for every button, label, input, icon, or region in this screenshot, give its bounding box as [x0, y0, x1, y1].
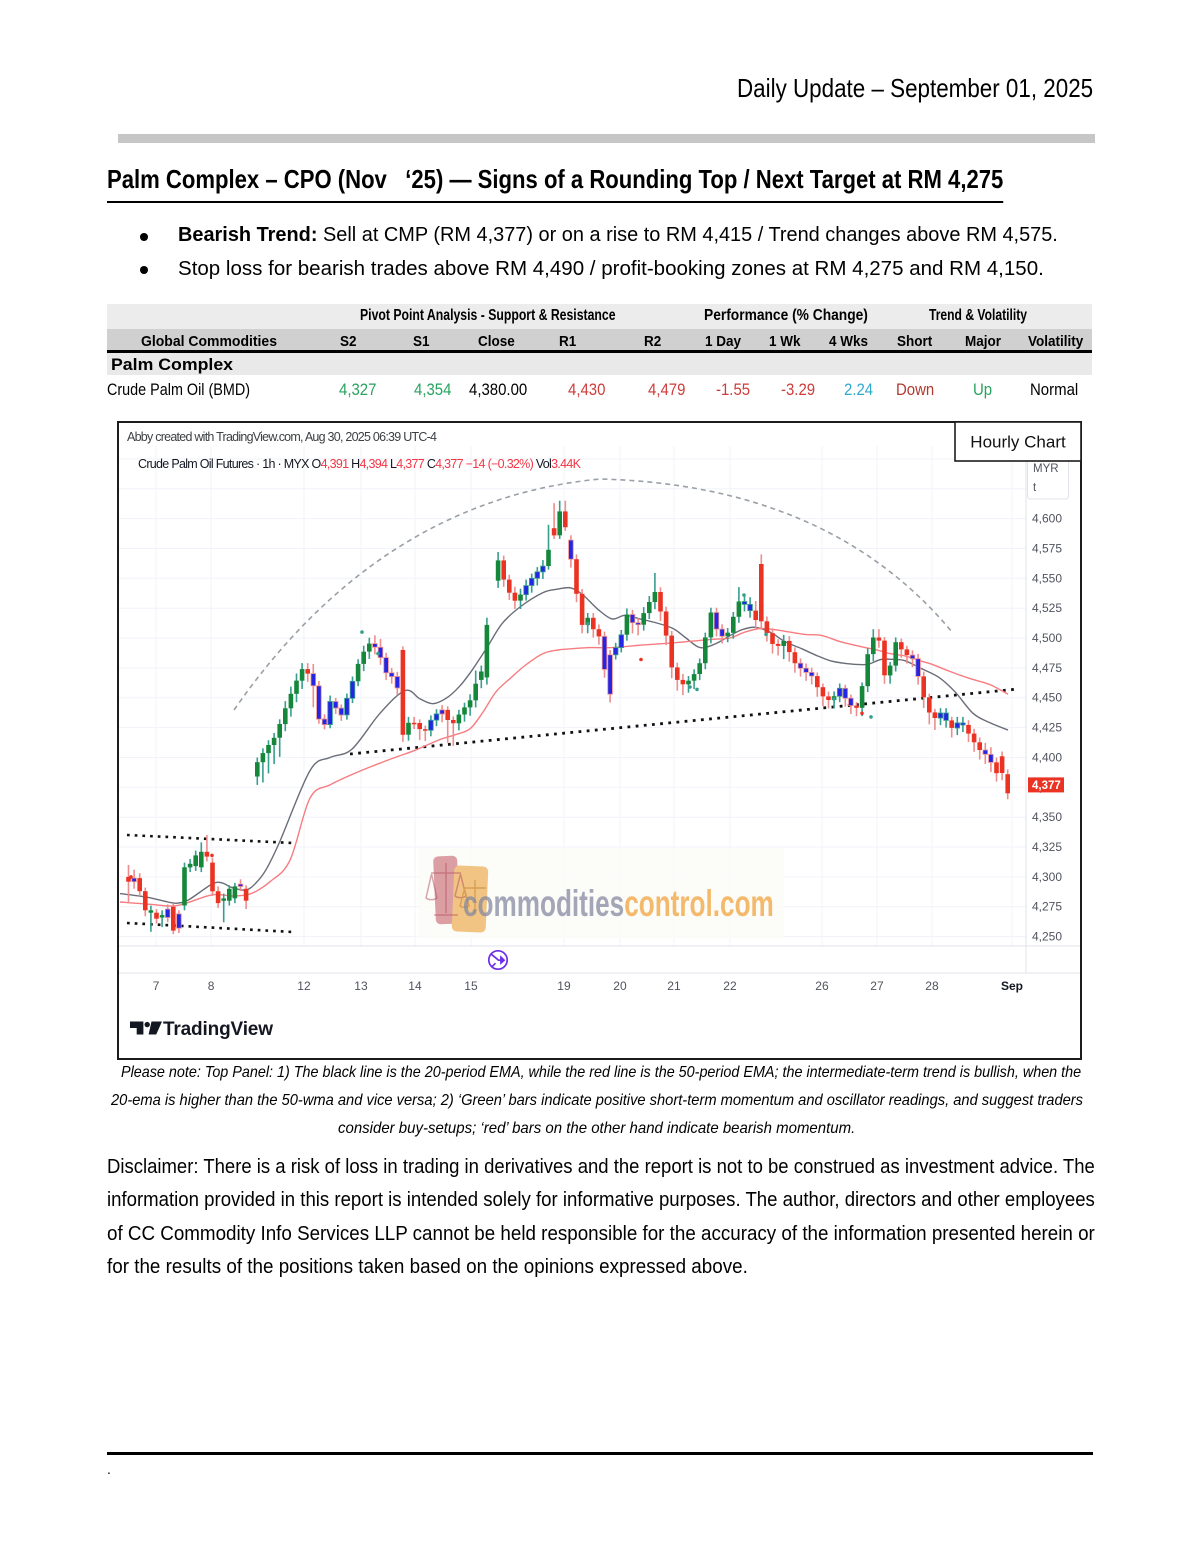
svg-text:4,525: 4,525 — [1032, 601, 1062, 615]
svg-text:Abby created with TradingView.: Abby created with TradingView.com, Aug 3… — [127, 430, 437, 444]
svg-text:26: 26 — [815, 979, 829, 993]
svg-text:Sep: Sep — [1001, 979, 1023, 993]
svg-text:27: 27 — [870, 979, 884, 993]
svg-text:4,400: 4,400 — [1032, 751, 1062, 765]
svg-text:4,550: 4,550 — [1032, 571, 1062, 585]
svg-text:8: 8 — [208, 979, 215, 993]
svg-text:4,350: 4,350 — [1032, 810, 1062, 824]
svg-text:4,500: 4,500 — [1032, 631, 1062, 645]
svg-text:13: 13 — [354, 979, 368, 993]
svg-text:20: 20 — [613, 979, 627, 993]
svg-text:MYR: MYR — [1033, 463, 1059, 475]
svg-text:4,377: 4,377 — [1032, 780, 1061, 792]
svg-text:4,325: 4,325 — [1032, 840, 1062, 854]
svg-text:4,475: 4,475 — [1032, 661, 1062, 675]
svg-text:14: 14 — [408, 979, 422, 993]
svg-text:4,600: 4,600 — [1032, 512, 1062, 526]
svg-text:7: 7 — [153, 979, 160, 993]
svg-text:12: 12 — [297, 979, 311, 993]
svg-text:commoditiescontrol.com: commoditiescontrol.com — [463, 883, 774, 925]
svg-text:15: 15 — [464, 979, 478, 993]
svg-text:19: 19 — [557, 979, 571, 993]
svg-text:4,425: 4,425 — [1032, 721, 1062, 735]
svg-text:Hourly Chart: Hourly Chart — [970, 433, 1066, 452]
svg-text:21: 21 — [667, 979, 681, 993]
svg-text:22: 22 — [723, 979, 737, 993]
svg-text:4,575: 4,575 — [1032, 542, 1062, 556]
svg-text:4,250: 4,250 — [1032, 930, 1062, 944]
svg-text:TradingView: TradingView — [163, 1019, 273, 1040]
svg-text:4,275: 4,275 — [1032, 900, 1062, 914]
svg-text:Crude Palm Oil Futures · 1h ·: Crude Palm Oil Futures · 1h · MYX O4,391… — [138, 457, 582, 471]
svg-text:t: t — [1033, 482, 1037, 494]
svg-text:28: 28 — [925, 979, 939, 993]
svg-text:4,450: 4,450 — [1032, 691, 1062, 705]
svg-text:4,300: 4,300 — [1032, 870, 1062, 884]
